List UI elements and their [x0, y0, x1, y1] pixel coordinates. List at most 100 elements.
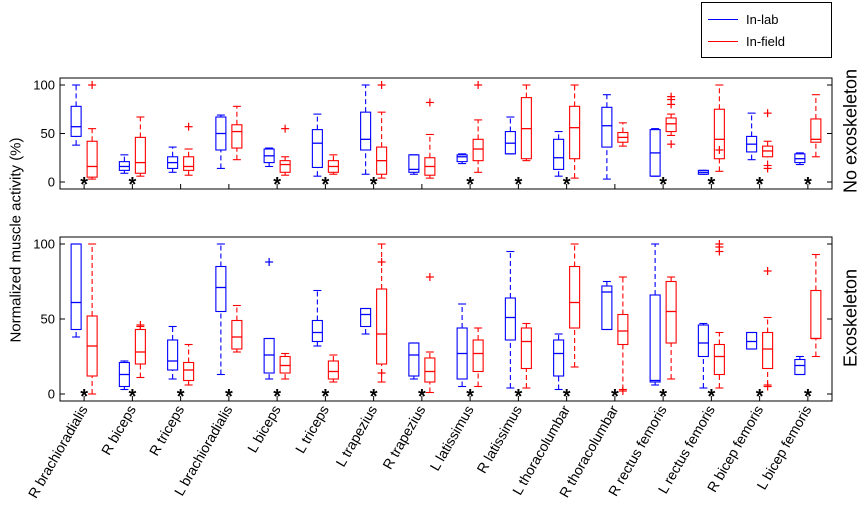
- box-in-field: [279, 160, 291, 173]
- box-in-lab: [408, 154, 420, 173]
- box-in-field: [810, 289, 822, 340]
- box-in-field: [810, 118, 822, 143]
- x-tick-label: R biceps: [98, 403, 139, 458]
- significance-star: *: [514, 386, 522, 408]
- box-in-lab: [794, 358, 806, 376]
- box-in-field: [472, 339, 484, 373]
- box-in-field: [327, 360, 339, 380]
- significance-star: *: [756, 174, 764, 196]
- significance-star: *: [273, 386, 281, 408]
- box-in-lab: [553, 339, 565, 377]
- box-in-lab: [746, 331, 758, 350]
- box-in-field: [569, 265, 581, 329]
- significance-star: *: [466, 386, 474, 408]
- legend-label-in-lab: In-lab: [746, 11, 779, 27]
- y-tick-label: 50: [41, 126, 55, 141]
- legend: In-lab In-field: [701, 2, 832, 58]
- box-in-lab: [360, 307, 372, 328]
- box-in-lab: [697, 324, 709, 358]
- significance-star: *: [514, 174, 522, 196]
- significance-star: *: [756, 386, 764, 408]
- box-in-lab: [167, 339, 179, 371]
- legend-item-in-lab: In-lab: [708, 9, 779, 29]
- significance-star: *: [370, 386, 378, 408]
- legend-item-in-field: In-field: [708, 31, 785, 51]
- box-in-lab: [311, 129, 323, 168]
- x-tick-label: R triceps: [146, 403, 187, 459]
- x-tick-label: L latissimus: [427, 403, 477, 474]
- significance-star: *: [418, 386, 426, 408]
- box-in-field: [424, 357, 436, 383]
- x-tick-label: L triceps: [292, 403, 332, 456]
- box-in-field: [665, 280, 677, 344]
- box-in-lab: [408, 342, 420, 377]
- significance-star: *: [466, 174, 474, 196]
- box-in-lab: [601, 285, 613, 331]
- significance-star: *: [225, 386, 233, 408]
- significance-star: *: [804, 174, 812, 196]
- y-tick-label: 0: [48, 387, 55, 402]
- y-tick-label: 100: [33, 78, 55, 93]
- significance-star: *: [128, 386, 136, 408]
- significance-star: *: [707, 174, 715, 196]
- x-tick-label: L biceps: [244, 403, 284, 456]
- box-in-lab: [504, 297, 516, 341]
- panel-axes-2: [59, 236, 833, 402]
- box-in-lab: [263, 337, 275, 374]
- significance-star: *: [177, 386, 185, 408]
- y-tick-label: 0: [48, 175, 55, 190]
- box-in-field: [279, 355, 291, 374]
- legend-label-in-field: In-field: [746, 33, 786, 49]
- panel-label-no-exoskeleton: No exoskeleton: [840, 68, 861, 194]
- y-tick-label: 50: [41, 312, 55, 327]
- box-in-lab: [456, 154, 468, 163]
- box-in-field: [231, 319, 243, 350]
- significance-star: *: [707, 386, 715, 408]
- box-in-lab: [70, 105, 82, 137]
- box-in-field: [713, 108, 725, 160]
- box-in-field: [617, 313, 629, 346]
- box-in-field: [183, 156, 195, 171]
- legend-line-in-lab: [708, 18, 738, 20]
- significance-star: *: [563, 386, 571, 408]
- box-in-field: [183, 361, 195, 382]
- box-in-field: [134, 136, 146, 174]
- box-in-field: [231, 124, 243, 149]
- box-in-field: [134, 328, 146, 365]
- significance-star: *: [804, 386, 812, 408]
- box-in-lab: [215, 265, 227, 313]
- y-tick-label: 100: [33, 237, 55, 252]
- box-in-field: [472, 138, 484, 162]
- x-tick-label: L trapezius: [332, 403, 380, 470]
- box-in-field: [762, 331, 774, 370]
- significance-star: *: [611, 386, 619, 408]
- box-in-lab: [70, 243, 82, 331]
- box-in-lab: [601, 106, 613, 148]
- box-in-field: [569, 105, 581, 160]
- significance-star: *: [563, 174, 571, 196]
- box-in-lab: [649, 294, 661, 383]
- box-in-lab: [311, 319, 323, 343]
- box-in-lab: [553, 138, 565, 170]
- box-in-field: [713, 343, 725, 376]
- panel-label-exoskeleton: Exoskeleton: [840, 268, 861, 368]
- x-tick-label: R latissimus: [473, 403, 525, 476]
- x-tick-label: R brachioradialis: [25, 403, 91, 501]
- significance-star: *: [370, 174, 378, 196]
- significance-star: *: [659, 386, 667, 408]
- legend-line-in-field: [708, 40, 738, 42]
- box-in-field: [520, 327, 532, 370]
- significance-star: *: [80, 174, 88, 196]
- box-in-field: [86, 140, 98, 178]
- box-in-field: [665, 117, 677, 133]
- significance-star: *: [273, 174, 281, 196]
- significance-star: *: [128, 174, 136, 196]
- box-in-field: [376, 288, 388, 365]
- significance-star: *: [659, 174, 667, 196]
- x-tick-label: R trapezius: [379, 403, 428, 472]
- y-axis-label: Normalized muscle activity (%): [7, 137, 25, 343]
- significance-star: *: [321, 174, 329, 196]
- significance-star: *: [321, 386, 329, 408]
- box-in-lab: [360, 111, 372, 151]
- significance-star: *: [80, 386, 88, 408]
